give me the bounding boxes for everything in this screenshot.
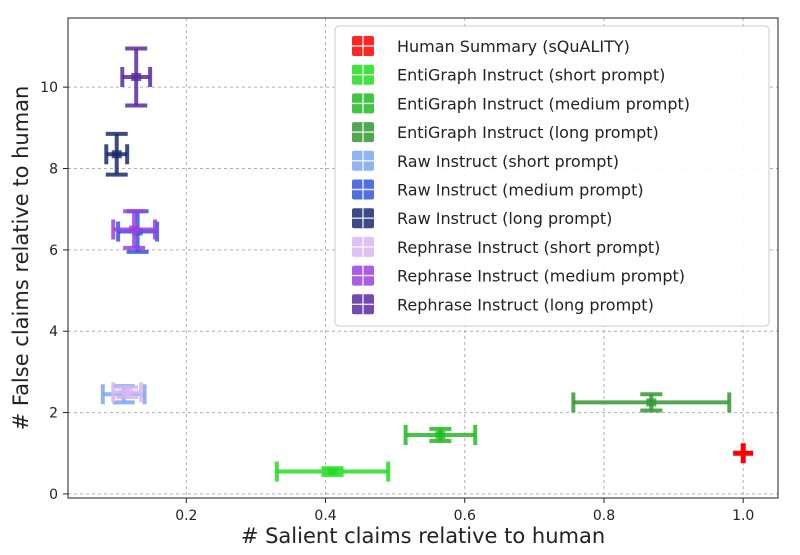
- data-point-8: [111, 382, 144, 403]
- x-tick-label: 0.4: [314, 508, 336, 524]
- legend-label: Rephrase Instruct (short prompt): [397, 238, 660, 257]
- x-axis-label: # Salient claims relative to human: [241, 524, 605, 548]
- y-tick-label: 2: [49, 406, 58, 422]
- data-point-10: [120, 46, 153, 108]
- legend-entry-7: Raw Instruct (long prompt): [352, 208, 612, 229]
- y-tick-label: 6: [49, 243, 58, 259]
- legend-entry-1: Human Summary (sQuALITY): [352, 36, 630, 56]
- y-tick-label: 8: [49, 162, 58, 178]
- marker: [129, 225, 140, 234]
- legend-entry-9: Rephrase Instruct (medium prompt): [352, 265, 685, 286]
- legend-box: [334, 25, 770, 327]
- x-tick-label: 0.6: [454, 508, 476, 524]
- legend-label: Raw Instruct (short prompt): [397, 152, 619, 171]
- legend-label: Raw Instruct (medium prompt): [397, 181, 644, 200]
- y-axis-label: # False claims relative to human: [9, 86, 33, 431]
- data-point-3: [403, 424, 478, 445]
- legend-label: EntiGraph Instruct (short prompt): [397, 66, 665, 85]
- marker: [131, 72, 142, 81]
- legend-label: EntiGraph Instruct (medium prompt): [397, 94, 690, 113]
- data-point-9: [111, 209, 158, 250]
- data-point-1: [733, 443, 754, 464]
- legend-label: Raw Instruct (long prompt): [397, 209, 612, 228]
- legend-entry-6: Raw Instruct (medium prompt): [352, 179, 644, 200]
- legend-entry-10: Rephrase Instruct (long prompt): [352, 294, 654, 315]
- legend: Human Summary (sQuALITY) EntiGraph Instru…: [334, 25, 770, 327]
- axis-ticks: 0.2 0.4 0.6 0.8 1.0 0 2 4 6 8 10: [40, 80, 754, 524]
- legend-label: Rephrase Instruct (long prompt): [397, 295, 654, 314]
- y-tick-label: 10: [40, 80, 58, 96]
- legend-entry-2: EntiGraph Instruct (short prompt): [352, 64, 665, 85]
- legend-label: Human Summary (sQuALITY): [397, 37, 630, 56]
- legend-entry-5: Raw Instruct (short prompt): [352, 150, 619, 171]
- marker: [111, 150, 122, 159]
- legend-entry-4: EntiGraph Instruct (long prompt): [352, 122, 659, 143]
- marker: [646, 398, 657, 407]
- marker: [122, 388, 133, 397]
- x-tick-label: 1.0: [732, 508, 754, 524]
- y-tick-label: 0: [49, 487, 58, 503]
- x-tick-label: 0.8: [593, 508, 615, 524]
- data-point-2: [274, 461, 391, 482]
- data-point-4: [571, 392, 732, 413]
- data-point-7: [104, 131, 130, 177]
- data-points: [100, 46, 754, 482]
- x-tick-label: 0.2: [175, 508, 197, 524]
- legend-entry-8: Rephrase Instruct (short prompt): [352, 236, 660, 257]
- legend-label: EntiGraph Instruct (long prompt): [397, 123, 659, 142]
- legend-entry-3: EntiGraph Instruct (medium prompt): [352, 93, 690, 114]
- legend-label: Rephrase Instruct (medium prompt): [397, 267, 685, 286]
- marker: [435, 430, 446, 439]
- marker: [327, 467, 338, 476]
- plot-frame: [67, 17, 779, 499]
- y-tick-label: 4: [49, 324, 58, 340]
